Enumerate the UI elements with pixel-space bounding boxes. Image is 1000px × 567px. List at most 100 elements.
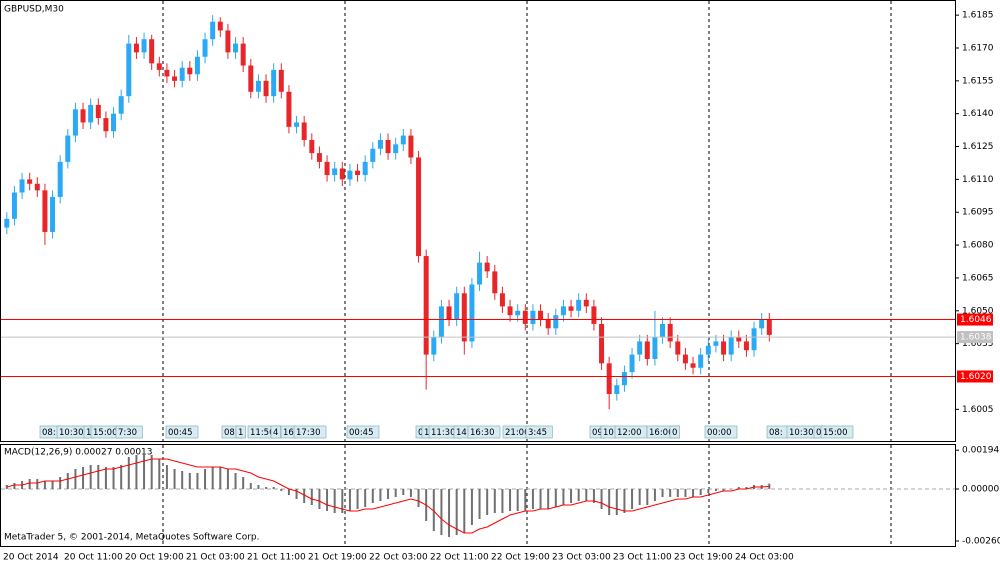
histogram-bar [463,489,466,533]
candle-body [682,354,688,364]
price-level-label: 1.6020 [960,372,992,382]
candle-body [469,284,475,342]
histogram-bar [432,489,435,531]
event-label: 12:00 [617,428,642,438]
histogram-bar [707,489,710,493]
candle-body [766,319,772,335]
candle-body [438,306,444,338]
candle-body [423,256,429,355]
histogram-bar [692,489,695,497]
histogram-bar [211,467,214,489]
candle-body [141,39,147,53]
event-label: 16:00 [649,428,674,438]
event-marker [467,425,501,439]
candle-body [385,139,391,154]
histogram-bar [486,489,489,515]
histogram-bar [326,489,329,511]
main-pane [0,0,956,442]
event-label: 08: [224,428,238,438]
candle-body [187,67,193,75]
x-tick-label: 20 Oct 19:00 [125,553,184,563]
y-tick-label: -0.00260 [962,537,1000,547]
x-tick-label: 22 Oct 19:00 [491,553,550,563]
candle-body [743,341,749,351]
candle-body [301,122,307,140]
histogram-bar [394,489,397,497]
candle-body [499,293,505,307]
candle-body [88,104,94,123]
histogram-bar [737,487,740,489]
x-tick-label: 20 Oct 2014 [3,553,59,563]
candle-body [324,161,330,176]
candle-body [713,341,719,346]
candle-body [271,69,277,97]
event-label: 10:30 [59,428,84,438]
x-tick-label: 23 Oct 11:00 [613,553,672,563]
histogram-bar [577,489,580,501]
candle-body [103,118,109,132]
candle-body [454,293,460,320]
histogram-bar [371,489,374,503]
histogram-bar [493,489,496,513]
histogram-bar [143,453,146,489]
candle-body [583,299,589,307]
histogram-bar [295,489,298,499]
histogram-bar [455,489,458,535]
histogram-bar [112,467,115,489]
candle-body [644,341,650,359]
histogram-bar [768,483,771,489]
candle-body [57,161,63,197]
histogram-bar [127,457,130,489]
candle-body [545,319,551,329]
event-label: 00:45 [349,428,374,438]
signal-line [6,458,770,534]
event-marker [704,425,738,439]
candle-body [164,69,170,77]
histogram-bar [387,489,390,499]
x-tick-label: 23 Oct 03:00 [552,553,611,563]
candle-body [339,168,345,180]
histogram-bar [66,473,69,489]
event-marker [346,425,380,439]
candle-body [736,337,742,342]
candle-body [477,262,483,285]
candle-body [309,139,315,154]
y-tick-label: 1.6140 [962,109,994,119]
y-tick-label: 1.6110 [962,175,994,185]
candle-body [431,337,437,355]
candle-body [95,104,101,119]
candle-body [698,354,704,368]
annotation: MetaTrader 5, © 2001-2014, MetaQuotes So… [4,533,260,543]
candle-body [568,306,574,311]
histogram-bar [600,489,603,509]
histogram-bar [554,489,557,507]
event-marker [820,425,854,439]
histogram-bar [43,481,46,489]
histogram-bar [188,473,191,489]
price-level-box [957,313,993,326]
histogram-bar [196,473,199,489]
candle-body [118,96,124,114]
candle-body [80,109,86,123]
candle-body [751,328,757,351]
histogram-bar [13,483,16,489]
histogram-bar [524,489,527,511]
candle-body [515,310,521,316]
candle-body [263,80,269,97]
histogram-bar [516,489,519,511]
event-label: 1 [86,428,91,438]
histogram-bar [714,489,717,491]
x-tick-label: 20 Oct 11:00 [64,553,123,563]
event-label: 00:45 [168,428,193,438]
candle-body [278,69,284,92]
candle-body [286,91,292,127]
candle-body [240,43,246,66]
candle-body [294,122,300,127]
y-tick-label: 1.6065 [962,273,994,283]
y-tick-label: 1.6080 [962,241,994,251]
x-tick-label: 23 Oct 19:00 [674,553,733,563]
histogram-bar [592,489,595,503]
candle-body [507,306,513,316]
histogram-bar [120,465,123,489]
